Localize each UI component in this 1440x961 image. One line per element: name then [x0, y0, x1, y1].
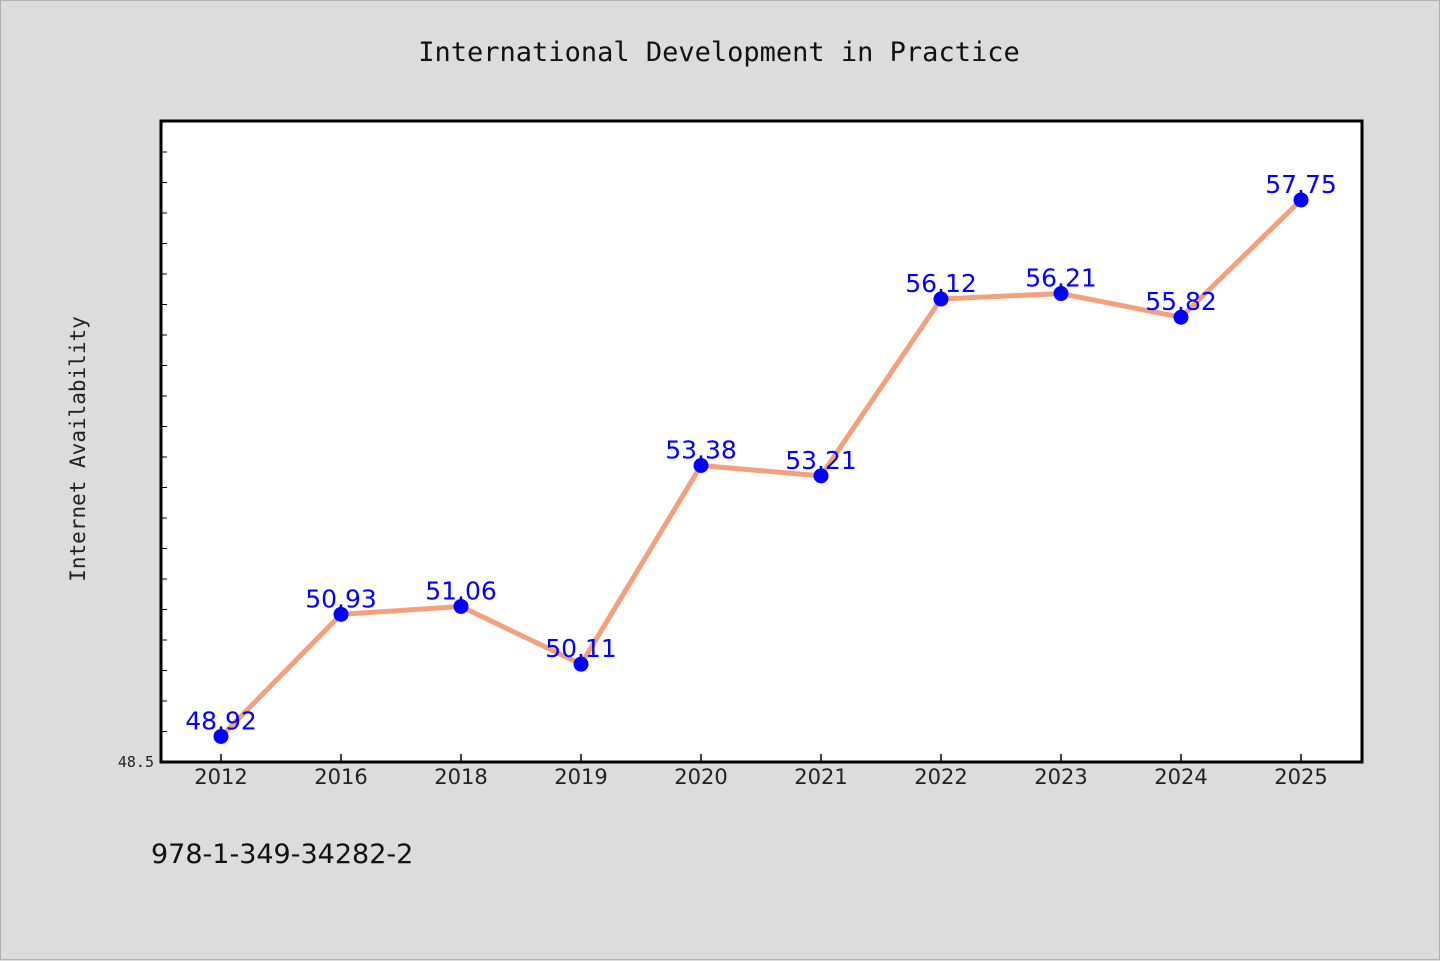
data-value-label: 55.82: [1145, 287, 1217, 316]
data-point-marker: [1053, 286, 1069, 302]
x-tick-label: 2024: [1154, 765, 1207, 789]
isbn-caption: 978-1-349-34282-2: [151, 839, 413, 870]
y-axis-min-label: 48.5: [118, 753, 154, 771]
x-tick-label: 2019: [554, 765, 607, 789]
data-value-label: 53.21: [785, 446, 857, 475]
chart-title: International Development in Practice: [418, 37, 1019, 68]
y-axis-label: Internet Availability: [66, 316, 90, 582]
data-point-marker: [453, 598, 469, 614]
x-tick-label: 2025: [1274, 765, 1327, 789]
plot-area: [159, 119, 1364, 764]
x-tick-label: 2016: [314, 765, 367, 789]
data-point-marker: [693, 457, 709, 473]
data-value-label: 53.38: [665, 435, 737, 464]
x-tick-label: 2012: [194, 765, 247, 789]
data-value-labels: 48.92 50.93 51.06 50.11 53.38 53.21 56.12 56.21…: [185, 170, 1337, 735]
x-tick-label: 2018: [434, 765, 487, 789]
x-tick-label: 2022: [914, 765, 967, 789]
data-point-marker: [333, 606, 349, 622]
x-tick-label: 2023: [1034, 765, 1087, 789]
data-value-label: 50.11: [545, 634, 617, 663]
y-axis-ticks: [161, 151, 167, 732]
series-line: [219, 198, 1303, 739]
data-value-label: 57.75: [1265, 170, 1337, 199]
data-point-marker: [1173, 309, 1189, 325]
data-point-marker: [213, 728, 229, 744]
data-value-label: 56.12: [905, 269, 977, 298]
data-point-marker: [1293, 192, 1309, 208]
data-markers: [213, 192, 1309, 744]
data-value-label: 51.06: [425, 576, 497, 605]
data-value-label: 56.21: [1025, 264, 1097, 293]
data-point-marker: [933, 291, 949, 307]
data-value-label: 50.93: [305, 584, 377, 613]
x-tick-label: 2021: [794, 765, 847, 789]
data-point-marker: [813, 468, 829, 484]
data-value-label: 48.92: [185, 706, 257, 735]
x-tick-label: 2020: [674, 765, 727, 789]
data-point-marker: [573, 656, 589, 672]
x-axis-ticks: 2012 2016 2018 2019 2020 2021 2022 2023 2024 2025: [194, 754, 1328, 789]
